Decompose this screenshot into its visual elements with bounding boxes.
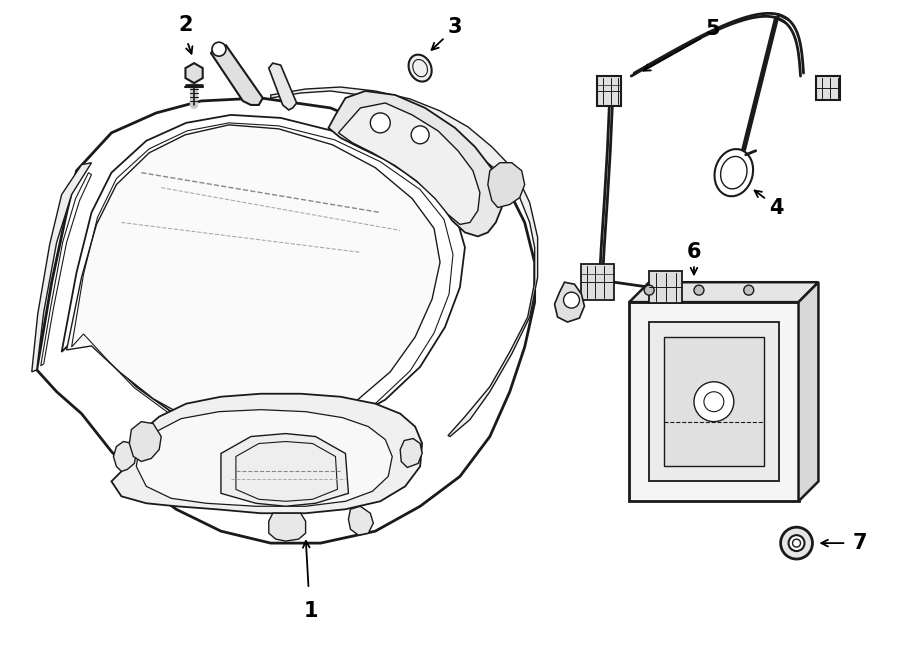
Ellipse shape [715, 149, 753, 196]
Polygon shape [581, 264, 615, 300]
Polygon shape [554, 282, 584, 322]
Text: 7: 7 [853, 533, 868, 553]
Polygon shape [649, 322, 778, 481]
Polygon shape [664, 337, 764, 467]
Circle shape [743, 285, 753, 295]
Polygon shape [185, 63, 202, 83]
Polygon shape [113, 442, 136, 471]
Polygon shape [67, 125, 440, 432]
Polygon shape [130, 422, 161, 461]
Text: 6: 6 [687, 242, 701, 262]
Circle shape [644, 285, 654, 295]
Polygon shape [271, 87, 537, 436]
Polygon shape [269, 63, 297, 110]
Text: 5: 5 [706, 19, 720, 39]
Polygon shape [598, 76, 621, 106]
Polygon shape [61, 115, 465, 436]
Polygon shape [629, 302, 798, 501]
Text: 4: 4 [770, 197, 784, 218]
Polygon shape [112, 394, 422, 513]
Polygon shape [400, 438, 422, 467]
Polygon shape [488, 163, 525, 207]
Polygon shape [816, 76, 841, 100]
Polygon shape [338, 103, 480, 224]
Polygon shape [328, 91, 502, 236]
Polygon shape [269, 513, 306, 541]
Text: 3: 3 [447, 17, 463, 37]
Text: 1: 1 [303, 601, 318, 621]
Polygon shape [221, 434, 348, 506]
Circle shape [788, 535, 805, 551]
Polygon shape [348, 506, 374, 535]
Circle shape [694, 382, 733, 422]
Ellipse shape [409, 55, 432, 81]
Polygon shape [32, 163, 92, 372]
Circle shape [212, 42, 226, 56]
Polygon shape [629, 282, 818, 302]
Polygon shape [37, 98, 535, 543]
Polygon shape [136, 410, 392, 506]
Polygon shape [798, 282, 818, 501]
Polygon shape [211, 45, 263, 105]
Text: 2: 2 [179, 15, 194, 35]
Circle shape [370, 113, 391, 133]
Circle shape [694, 285, 704, 295]
Circle shape [563, 292, 580, 308]
Circle shape [780, 527, 813, 559]
Circle shape [411, 126, 429, 144]
Polygon shape [649, 271, 682, 303]
